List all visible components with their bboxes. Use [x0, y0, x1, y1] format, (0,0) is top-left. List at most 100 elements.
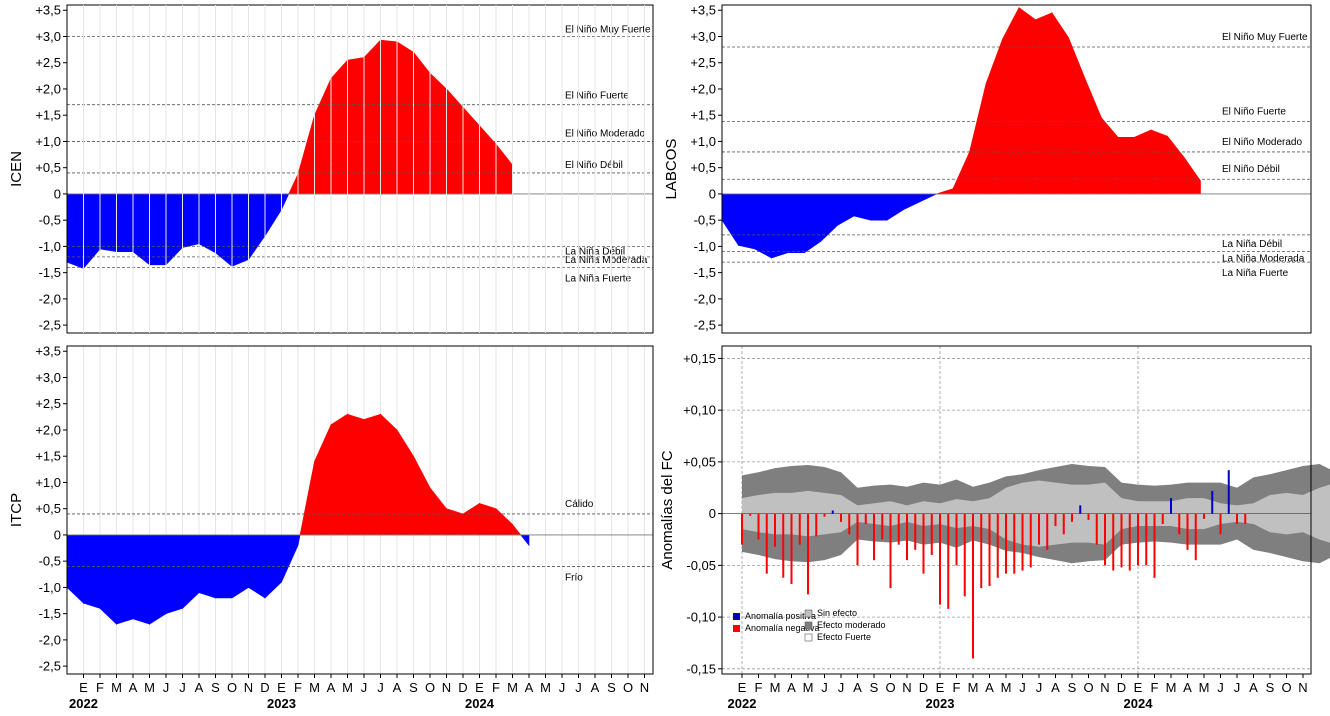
x-month-label: E [936, 680, 945, 695]
positive-area-segment [429, 72, 447, 195]
x-month-label: M [1199, 680, 1210, 695]
x-month-label: F [953, 680, 961, 695]
y-tick-label: -2,5 [39, 659, 61, 674]
positive-area-segment [330, 59, 348, 195]
y-tick-label: 0 [709, 186, 716, 201]
x-month-label: E [1134, 680, 1143, 695]
x-month-label: M [342, 680, 353, 695]
negative-area-segment [771, 193, 789, 259]
x-month-label: M [507, 680, 518, 695]
x-month-label: J [1217, 680, 1224, 695]
x-month-label: J [575, 680, 582, 695]
x-year-label: 2024 [465, 696, 495, 711]
x-month-label: A [1051, 680, 1060, 695]
x-month-label: A [393, 680, 402, 695]
negative-area-segment [182, 534, 200, 610]
positive-area-segment [1084, 78, 1102, 195]
x-month-label: S [409, 680, 418, 695]
negative-area-segment [182, 193, 200, 248]
x-month-label: F [294, 680, 302, 695]
negative-area-segment [903, 193, 921, 211]
threshold-label: El Niño Muy Fuerte [1222, 32, 1308, 43]
x-month-label: M [1166, 680, 1177, 695]
legend-swatch [733, 613, 740, 620]
negative-area-segment [870, 193, 888, 221]
plot-frame [721, 345, 1312, 675]
negative-area-segment [83, 534, 101, 609]
negative-area-segment [820, 193, 838, 242]
x-month-label: F [96, 680, 104, 695]
threshold-label: La Niña Moderada [565, 255, 648, 266]
x-month-label: D [458, 680, 467, 695]
negative-area-segment [837, 193, 855, 226]
threshold-label: El Niño Moderado [1222, 137, 1302, 148]
positive-area-segment [347, 57, 365, 195]
negative-area-segment [721, 193, 739, 247]
legend-swatch [804, 621, 813, 630]
positive-area-segment [985, 39, 1003, 195]
x-month-label: A [195, 680, 204, 695]
plot-frame [66, 4, 654, 334]
positive-area-segment [380, 39, 398, 195]
negative-area-segment [738, 193, 756, 250]
y-tick-label: +3,0 [35, 370, 61, 385]
y-tick-label: +1,0 [690, 134, 716, 149]
legend-swatch [804, 633, 813, 642]
positive-area-segment [314, 424, 332, 536]
y-axis-label: Anomalías del FC [659, 450, 676, 569]
x-month-label: F [492, 680, 500, 695]
y-tick-label: +3,0 [35, 29, 61, 44]
x-month-label: D [919, 680, 928, 695]
x-month-label: O [425, 680, 435, 695]
y-tick-label: +1,5 [35, 449, 61, 464]
negative-area-segment [281, 534, 299, 583]
x-month-label: N [1100, 680, 1109, 695]
x-year-label: 2024 [1124, 696, 1154, 711]
threshold-label: La Niña Fuerte [565, 273, 632, 284]
panel-itcp: Cálido Frío +3,5 +3,0 +2,5 +2,0 +1,5 +1,0 +0,5 0 -… [8, 344, 654, 675]
threshold-label: El Niño Fuerte [1222, 107, 1286, 118]
threshold-label: Cálido [565, 499, 594, 510]
y-axis-label: ICEN [8, 151, 25, 187]
positive-area-segment [1068, 37, 1086, 195]
positive-area-segment [462, 502, 480, 536]
negative-area-segment [116, 193, 134, 252]
positive-area-segment [1117, 136, 1135, 195]
y-tick-label: -2,5 [39, 318, 61, 333]
positive-area-segment [314, 78, 332, 195]
negative-area-segment [149, 193, 167, 266]
y-tick-label: -1,0 [39, 239, 61, 254]
positive-area-segment [1051, 11, 1069, 195]
negative-area-segment [198, 193, 216, 254]
y-tick-label: +3,5 [35, 344, 61, 359]
x-year-label: 2023 [926, 696, 955, 711]
threshold-label: La Niña Fuerte [1222, 268, 1289, 279]
x-month-label: J [821, 680, 828, 695]
positive-area-segment [297, 115, 315, 195]
negative-area-segment [116, 534, 134, 625]
threshold-label: El Niño Débil [565, 160, 623, 171]
x-month-label: N [1298, 680, 1307, 695]
y-tick-label: +0,5 [35, 160, 61, 175]
positive-area-segment [1002, 7, 1020, 195]
positive-area-segment [363, 413, 381, 536]
positive-area-segment [495, 143, 513, 195]
y-tick-label: -1,0 [694, 239, 716, 254]
y-tick-label: -0,05 [686, 558, 716, 573]
y-tick-label: -0,5 [39, 213, 61, 228]
y-tick-label: 0 [709, 506, 716, 521]
negative-area-segment [149, 534, 167, 625]
y-tick-label: +2,0 [35, 81, 61, 96]
x-month-label: M [803, 680, 814, 695]
legend-label: Efecto Fuerte [817, 632, 871, 642]
y-tick-label: -2,0 [39, 291, 61, 306]
x-month-label: A [1249, 680, 1258, 695]
threshold-label: El Niño Moderado [565, 128, 645, 139]
positive-area-segment [330, 413, 348, 536]
x-month-label: M [1001, 680, 1012, 695]
threshold-label: El Niño Fuerte [565, 91, 629, 102]
positive-area-segment [936, 188, 954, 195]
